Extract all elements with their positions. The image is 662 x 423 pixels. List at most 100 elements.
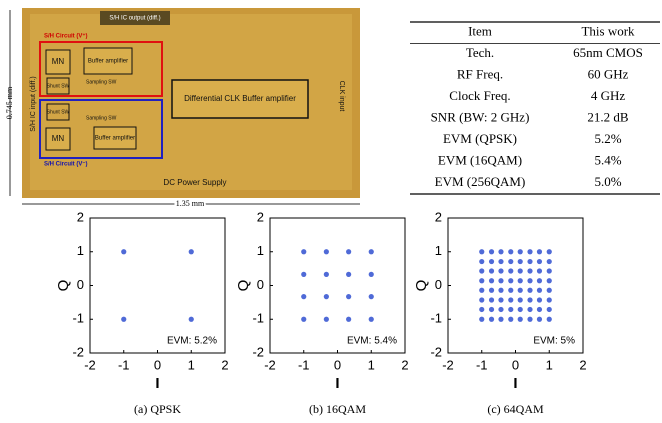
point — [547, 278, 552, 283]
point — [527, 297, 532, 302]
point — [527, 249, 532, 254]
charts: -2 -1 0 1 2 -2 -1 0 1 2 I Q EVM: 5.2% (a) QPSK -2 -1 0 1 2… — [55, 209, 587, 415]
point — [324, 272, 329, 277]
y-tick-label: -2 — [430, 344, 442, 359]
point — [346, 272, 351, 277]
annotation: EVM: 5% — [533, 336, 575, 347]
point — [479, 307, 484, 312]
y-tick-label: 1 — [435, 243, 442, 258]
point — [508, 317, 513, 322]
label: CLK input — [338, 81, 345, 112]
point — [527, 307, 532, 312]
table-cell: 21.2 dB — [587, 110, 629, 125]
point — [547, 259, 552, 264]
annotation: EVM: 5.2% — [167, 336, 217, 347]
point — [547, 288, 552, 293]
label: DC Power Supply — [163, 178, 226, 187]
label: Sampling SW — [86, 115, 117, 121]
table-cell: 5.4% — [594, 153, 621, 168]
plot-area — [448, 218, 583, 353]
x-tick-label: -2 — [442, 357, 454, 372]
point — [537, 297, 542, 302]
point — [508, 307, 513, 312]
point — [301, 272, 306, 277]
point — [489, 297, 494, 302]
table-cell: EVM (QPSK) — [443, 131, 517, 146]
table-header: This work — [581, 24, 635, 39]
point — [547, 249, 552, 254]
point — [537, 259, 542, 264]
dimension: 0.745 mm — [5, 86, 14, 119]
point — [537, 268, 542, 273]
table-cell: EVM (256QAM) — [435, 174, 526, 189]
y-tick-label: 1 — [257, 243, 264, 258]
y-tick-label: 0 — [77, 277, 84, 292]
x-tick-label: -1 — [298, 357, 310, 372]
point — [547, 307, 552, 312]
table-cell: 60 GHz — [588, 67, 629, 82]
plot-area — [90, 218, 225, 353]
x-tick-label: 0 — [154, 357, 161, 372]
label: S/H Circuit (V⁻) — [44, 162, 88, 168]
point — [479, 288, 484, 293]
point — [301, 317, 306, 322]
point — [498, 288, 503, 293]
label: Shunt SW — [47, 109, 70, 115]
point — [547, 297, 552, 302]
x-tick-label: 2 — [579, 357, 586, 372]
x-tick-label: 1 — [188, 357, 195, 372]
point — [479, 268, 484, 273]
point — [121, 249, 126, 254]
point — [346, 294, 351, 299]
chip-micrograph: S/H IC output (diff.) S/H Circuit (V⁺) S… — [5, 8, 360, 208]
annotation: EVM: 5.4% — [347, 336, 397, 347]
x-tick-label: -1 — [118, 357, 130, 372]
point — [346, 317, 351, 322]
point — [508, 259, 513, 264]
point — [527, 278, 532, 283]
x-tick-label: -1 — [476, 357, 488, 372]
label: Buffer amplifier — [95, 136, 135, 142]
table-cell: RF Freq. — [457, 67, 503, 82]
x-axis-label: I — [155, 375, 159, 392]
point — [508, 297, 513, 302]
point — [479, 249, 484, 254]
y-tick-label: -1 — [72, 311, 84, 326]
point — [527, 268, 532, 273]
point — [518, 297, 523, 302]
point — [527, 288, 532, 293]
point — [324, 317, 329, 322]
point — [537, 288, 542, 293]
point — [537, 278, 542, 283]
table-cell: Tech. — [466, 45, 494, 60]
point — [518, 249, 523, 254]
x-tick-label: 0 — [334, 357, 341, 372]
label: Sampling SW — [86, 79, 117, 85]
point — [489, 288, 494, 293]
table-header: Item — [468, 24, 492, 39]
y-tick-label: 2 — [77, 209, 84, 224]
point — [301, 294, 306, 299]
point — [508, 268, 513, 273]
point — [547, 317, 552, 322]
point — [489, 307, 494, 312]
point — [498, 278, 503, 283]
label: S/H Circuit (V⁺) — [44, 33, 88, 40]
point — [479, 317, 484, 322]
point — [508, 288, 513, 293]
label: Shunt SW — [47, 83, 70, 89]
caption: (a) QPSK — [134, 402, 181, 416]
y-axis-label: Q — [235, 280, 252, 292]
point — [369, 317, 374, 322]
table-cell: 4 GHz — [591, 88, 626, 103]
point — [518, 288, 523, 293]
y-tick-label: 2 — [257, 209, 264, 224]
x-tick-label: -2 — [84, 357, 96, 372]
point — [498, 268, 503, 273]
point — [518, 259, 523, 264]
point — [518, 317, 523, 322]
x-tick-label: 1 — [368, 357, 375, 372]
point — [489, 268, 494, 273]
point — [518, 307, 523, 312]
